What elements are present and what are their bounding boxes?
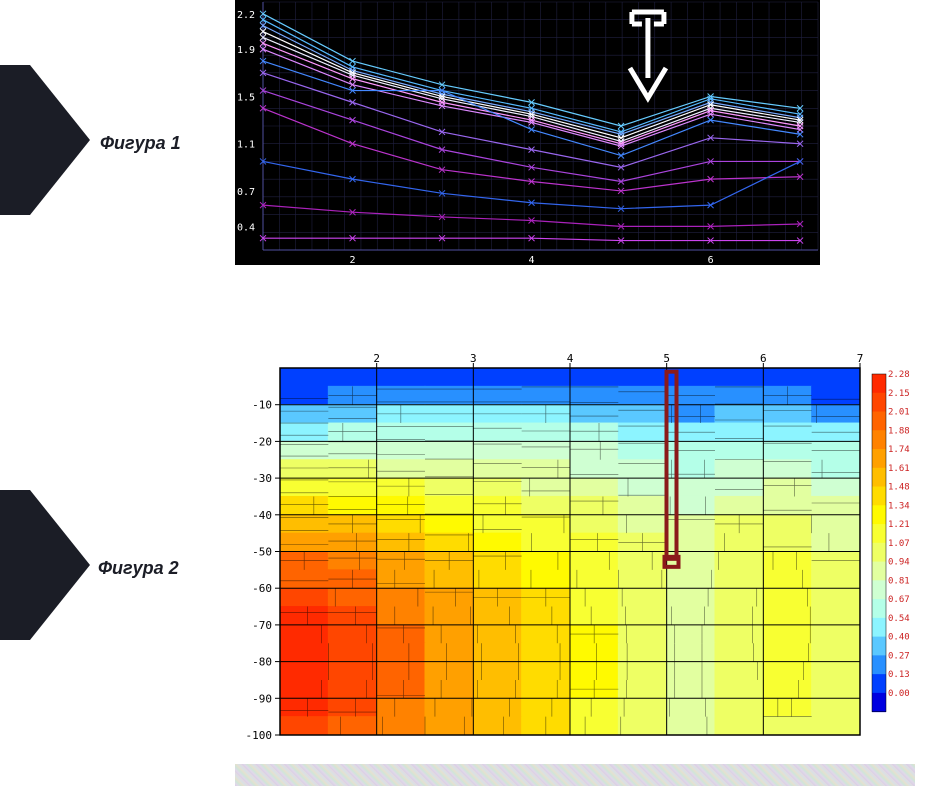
svg-text:2.15: 2.15 <box>888 389 910 399</box>
svg-text:2: 2 <box>350 255 356 265</box>
svg-text:0.13: 0.13 <box>888 670 910 680</box>
svg-text:-30: -30 <box>252 472 272 485</box>
svg-text:6: 6 <box>708 255 714 265</box>
noise-texture-strip <box>235 764 915 786</box>
svg-text:-40: -40 <box>252 509 272 522</box>
svg-text:0.81: 0.81 <box>888 576 910 586</box>
svg-text:-80: -80 <box>252 656 272 669</box>
svg-text:2.28: 2.28 <box>888 370 910 380</box>
figure-1-label: Фигура 1 <box>100 133 181 154</box>
svg-text:4: 4 <box>529 255 535 265</box>
svg-text:1.74: 1.74 <box>888 445 910 455</box>
svg-text:1.48: 1.48 <box>888 483 910 493</box>
svg-text:0.27: 0.27 <box>888 651 910 661</box>
pentagon-marker-2 <box>0 490 90 640</box>
svg-text:6: 6 <box>760 352 767 365</box>
svg-text:1.07: 1.07 <box>888 539 910 549</box>
svg-text:0.4: 0.4 <box>237 222 255 233</box>
svg-text:0.54: 0.54 <box>888 614 910 624</box>
svg-text:-70: -70 <box>252 619 272 632</box>
svg-text:1.5: 1.5 <box>237 92 255 103</box>
svg-text:0.00: 0.00 <box>888 689 910 699</box>
svg-text:1.61: 1.61 <box>888 464 910 474</box>
svg-text:2.2: 2.2 <box>237 10 255 21</box>
svg-text:0.7: 0.7 <box>237 187 255 198</box>
svg-text:-100: -100 <box>246 729 273 740</box>
svg-text:-50: -50 <box>252 546 272 559</box>
svg-text:7: 7 <box>857 352 864 365</box>
svg-text:2.01: 2.01 <box>888 408 910 418</box>
svg-text:2: 2 <box>373 352 380 365</box>
svg-text:3: 3 <box>470 352 477 365</box>
svg-text:-60: -60 <box>252 582 272 595</box>
svg-text:-90: -90 <box>252 692 272 705</box>
svg-text:1.34: 1.34 <box>888 501 910 511</box>
figure-2-label: Фигура 2 <box>98 558 179 579</box>
svg-text:1.9: 1.9 <box>237 45 255 56</box>
svg-text:0.94: 0.94 <box>888 558 910 568</box>
svg-text:0.67: 0.67 <box>888 595 910 605</box>
svg-text:1.21: 1.21 <box>888 520 910 530</box>
figure-2-heatmap: 2 3 4 5 6 7 -10 -20 -30 -40 -50 -60 -70 -80 -90 -100 2.2… <box>235 350 915 740</box>
svg-text:4: 4 <box>567 352 574 365</box>
svg-text:-20: -20 <box>252 435 272 448</box>
svg-text:1.88: 1.88 <box>888 426 910 436</box>
svg-text:-10: -10 <box>252 399 272 412</box>
figure-1-line-chart: 0.4 0.7 1.1 1.5 1.9 2.2 2 4 6 <box>235 0 820 265</box>
svg-text:1.1: 1.1 <box>237 140 255 151</box>
svg-text:5: 5 <box>663 352 670 365</box>
svg-text:0.40: 0.40 <box>888 633 910 643</box>
pentagon-marker-1 <box>0 65 90 215</box>
